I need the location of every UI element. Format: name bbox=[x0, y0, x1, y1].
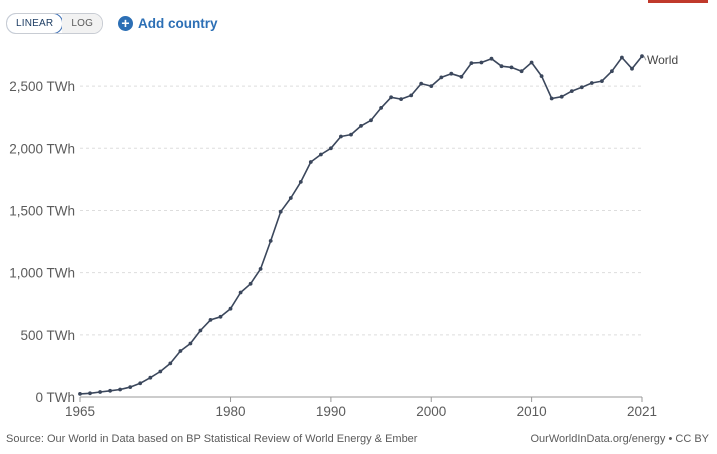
data-point bbox=[479, 60, 484, 65]
series-line-world bbox=[79, 55, 643, 395]
data-point bbox=[519, 69, 524, 74]
y-tick-label: 1,500 TWh bbox=[9, 203, 75, 218]
data-point bbox=[539, 74, 544, 78]
data-point bbox=[640, 54, 644, 59]
data-point bbox=[419, 81, 424, 86]
data-point bbox=[439, 75, 444, 80]
y-tick-label: 1,000 TWh bbox=[9, 266, 75, 281]
y-tick-label: 2,000 TWh bbox=[9, 141, 75, 156]
data-point bbox=[399, 97, 403, 101]
add-country-label: Add country bbox=[138, 15, 218, 31]
data-point bbox=[208, 318, 213, 322]
data-point bbox=[569, 89, 574, 93]
owid-energy-link[interactable]: OurWorldInData.org/energy bbox=[530, 433, 666, 445]
data-point bbox=[459, 74, 464, 79]
data-point bbox=[158, 369, 163, 374]
data-point bbox=[78, 392, 82, 396]
scale-toggle: LINEAR LOG bbox=[6, 13, 104, 34]
series-label-world[interactable]: World bbox=[647, 53, 678, 67]
data-point bbox=[509, 65, 514, 70]
x-tick-label: 2000 bbox=[416, 404, 446, 419]
data-point bbox=[308, 160, 313, 164]
source-note: Source: Our World in Data based on BP St… bbox=[6, 433, 418, 445]
data-point bbox=[549, 96, 554, 101]
data-point bbox=[248, 281, 253, 286]
data-point bbox=[98, 390, 102, 394]
data-point bbox=[409, 93, 414, 98]
data-point bbox=[630, 66, 634, 71]
data-point bbox=[258, 267, 263, 271]
data-point bbox=[118, 387, 122, 392]
data-point bbox=[168, 361, 173, 366]
footer-credits: OurWorldInData.org/energy • CC BY bbox=[530, 433, 709, 445]
data-point bbox=[88, 391, 92, 396]
license-label: • CC BY bbox=[668, 433, 709, 445]
data-point bbox=[148, 375, 153, 380]
data-point bbox=[268, 239, 273, 243]
x-tick-label: 1990 bbox=[316, 404, 346, 419]
data-point bbox=[319, 152, 323, 157]
data-point bbox=[188, 341, 193, 346]
data-point bbox=[218, 314, 223, 319]
data-point bbox=[559, 94, 564, 99]
data-point bbox=[288, 196, 293, 200]
data-point bbox=[359, 124, 363, 128]
data-point bbox=[449, 71, 454, 76]
data-point bbox=[178, 349, 183, 353]
data-point bbox=[489, 56, 494, 61]
y-tick-label: 500 TWh bbox=[20, 328, 75, 343]
data-point bbox=[278, 209, 283, 214]
line-chart: 0 TWh 500 TWh 1,000 TWh 1,500 TWh 2,000 TWh 2… bbox=[9, 53, 678, 419]
x-tick-label: 1980 bbox=[216, 404, 246, 419]
data-point bbox=[108, 388, 112, 393]
data-point bbox=[589, 81, 594, 85]
x-tick-label: 2021 bbox=[627, 404, 657, 419]
data-point bbox=[228, 306, 233, 311]
data-point bbox=[469, 61, 474, 65]
data-point bbox=[529, 60, 534, 65]
data-point bbox=[579, 85, 584, 90]
y-tick-label: 0 TWh bbox=[35, 390, 75, 405]
data-point bbox=[379, 106, 383, 110]
data-point bbox=[198, 328, 203, 333]
data-point bbox=[329, 146, 333, 151]
data-point bbox=[349, 132, 353, 137]
log-scale-button[interactable]: LOG bbox=[62, 14, 103, 33]
data-point bbox=[298, 180, 303, 184]
data-point bbox=[138, 381, 143, 386]
series-label-connector bbox=[643, 56, 647, 61]
data-point bbox=[600, 79, 604, 83]
data-point bbox=[238, 290, 243, 295]
data-point bbox=[499, 64, 504, 69]
data-point bbox=[389, 95, 393, 100]
data-point bbox=[128, 385, 133, 389]
add-country-button[interactable]: + Add country bbox=[118, 13, 218, 33]
data-point bbox=[620, 55, 624, 60]
data-point bbox=[610, 69, 614, 74]
y-tick-label: 2,500 TWh bbox=[9, 79, 75, 94]
corner-accent bbox=[648, 0, 708, 3]
data-point bbox=[429, 84, 434, 88]
data-point bbox=[369, 118, 373, 123]
plus-circle-icon: + bbox=[118, 15, 133, 31]
data-point bbox=[339, 134, 343, 139]
x-tick-label: 1965 bbox=[65, 404, 95, 419]
x-tick-label: 2010 bbox=[517, 404, 547, 419]
